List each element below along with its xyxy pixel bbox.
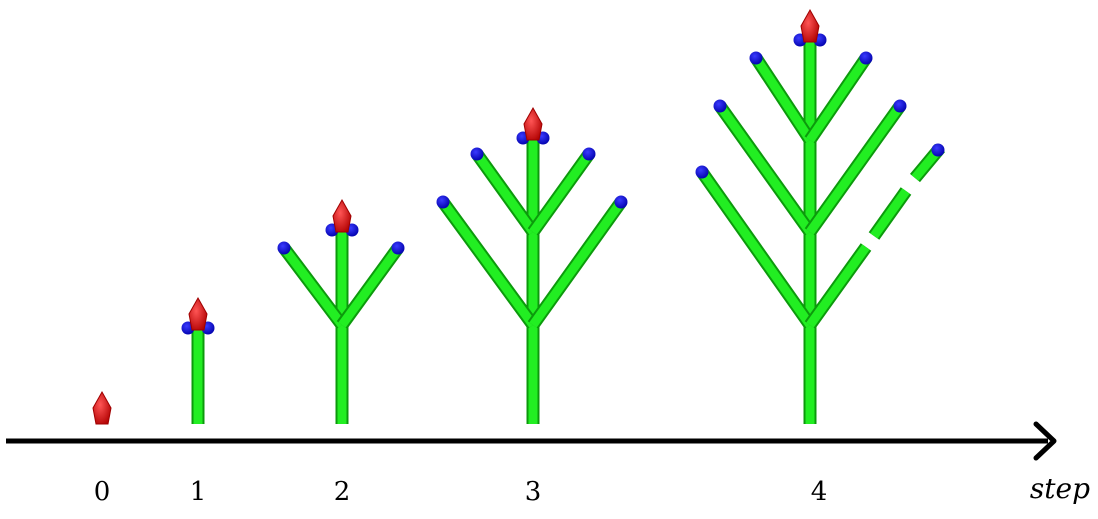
plant-4-branch-1-right-b [870, 188, 910, 239]
plant-1-bud [188, 296, 208, 331]
plant-3-node-low-right [614, 195, 628, 209]
step-label-1: 1 [190, 477, 207, 507]
plant-2-node-left [277, 241, 291, 255]
plant-4-bud [800, 8, 820, 43]
plant-3-bud [523, 106, 543, 141]
step-labels: 0 1 2 3 4 step [94, 472, 1090, 507]
step-label-4: 4 [811, 477, 828, 507]
plant-3-branch-high-right [529, 151, 593, 235]
step-label-3: 3 [525, 477, 542, 507]
axis-label-step: step [1030, 472, 1090, 505]
step-axis [6, 421, 1057, 461]
plant-4-branch-2-left [716, 103, 814, 235]
plant-4-node-3-left [749, 51, 763, 65]
plant-3-node-high-right [582, 147, 596, 161]
step-label-2: 2 [334, 477, 351, 507]
plant-4-node-3-right [859, 51, 873, 65]
plant-2-bud [332, 198, 352, 233]
plant-3-node-low-left [436, 195, 450, 209]
plant-4-node-2-right [893, 99, 907, 113]
plant-4-node-1-right [931, 143, 945, 157]
plant-4-branch-3-left [752, 55, 814, 143]
step-label-0: 0 [94, 477, 111, 507]
plants-group [92, 8, 945, 425]
plant-4-node-2-left [713, 99, 727, 113]
plant-3-branch-low-right [529, 199, 625, 328]
plant-2-node-right [391, 241, 405, 255]
plant-4-branch-1-right-a [806, 244, 870, 328]
plant-4-node-1-left [695, 165, 709, 179]
plant-4-branch-2-right [806, 103, 904, 235]
plant-3-branch-high-left [473, 151, 537, 235]
plant-4-branch-1-left [698, 169, 814, 328]
plant-0-bud [92, 390, 112, 425]
plant-4-branch-3-right [806, 55, 870, 143]
plant-3-node-high-left [470, 147, 484, 161]
axis-arrowhead [1033, 421, 1057, 461]
plant-2-branch-left [280, 245, 346, 328]
plant-2-branch-right [338, 245, 402, 328]
plant-3-branch-low-left [439, 199, 537, 328]
